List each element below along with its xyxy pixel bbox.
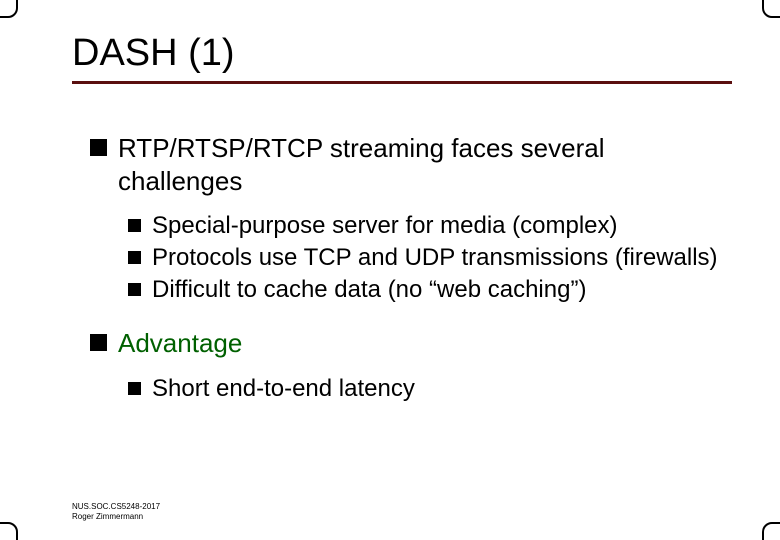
footer-line1: NUS.SOC.CS5248-2017 (72, 502, 160, 512)
square-bullet-icon (128, 382, 141, 395)
bullet-text: Difficult to cache data (no “web caching… (152, 276, 586, 303)
slide-title: DASH (1) (72, 32, 732, 81)
bullet-text: Short end-to-end latency (152, 375, 415, 402)
square-bullet-icon (128, 251, 141, 264)
sub-bullet-group: Short end-to-end latency (90, 374, 732, 404)
corner-decoration (0, 522, 18, 540)
bullet-text: Special-purpose server for media (comple… (152, 212, 618, 239)
footer-line2: Roger Zimmermann (72, 512, 160, 522)
bullet-text: RTP/RTSP/RTCP streaming faces several ch… (118, 133, 604, 196)
bullet-text: Advantage (118, 328, 242, 358)
bullet-lvl2: Short end-to-end latency (128, 374, 732, 404)
bullet-lvl1: Advantage (90, 327, 732, 360)
bullet-lvl2: Special-purpose server for media (comple… (128, 211, 732, 241)
square-bullet-icon (90, 139, 107, 156)
bullet-text: Protocols use TCP and UDP transmissions … (152, 244, 718, 271)
square-bullet-icon (128, 283, 141, 296)
sub-bullet-group: Special-purpose server for media (comple… (90, 211, 732, 305)
title-block: DASH (1) (72, 32, 732, 84)
bullet-lvl1: RTP/RTSP/RTCP streaming faces several ch… (90, 132, 732, 197)
slide-body: RTP/RTSP/RTCP streaming faces several ch… (90, 132, 732, 426)
bullet-lvl2: Difficult to cache data (no “web caching… (128, 275, 732, 305)
corner-decoration (0, 0, 18, 18)
square-bullet-icon (128, 219, 141, 232)
slide-footer: NUS.SOC.CS5248-2017 Roger Zimmermann (72, 502, 160, 522)
corner-decoration (762, 522, 780, 540)
corner-decoration (762, 0, 780, 18)
square-bullet-icon (90, 334, 107, 351)
bullet-lvl2: Protocols use TCP and UDP transmissions … (128, 243, 732, 273)
slide: DASH (1) RTP/RTSP/RTCP streaming faces s… (0, 0, 780, 540)
title-underline (72, 81, 732, 84)
